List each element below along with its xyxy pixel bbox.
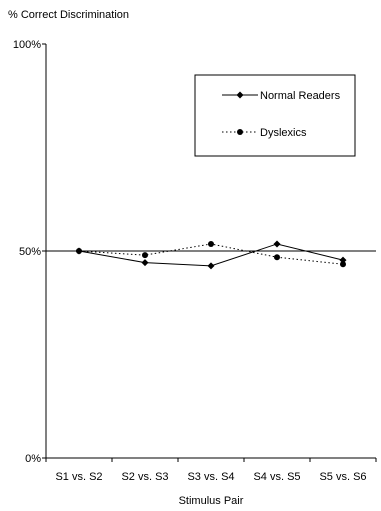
x-tick-label: S4 vs. S5 <box>253 471 300 483</box>
legend-marker <box>237 129 243 135</box>
legend-box <box>194 74 356 157</box>
data-point-normal-readers <box>141 259 149 267</box>
x-tick-label: S3 vs. S4 <box>187 471 234 483</box>
data-point-dyslexics <box>274 254 280 261</box>
legend-item-dyslexics: Dyslexics <box>222 127 307 139</box>
data-point-normal-readers <box>207 262 215 270</box>
legend-item-normal-readers: Normal Readers <box>222 90 341 102</box>
series-line-dyslexics <box>78 243 344 265</box>
legend-label: Dyslexics <box>260 127 307 139</box>
y-tick-label: 100% <box>13 39 41 51</box>
series-dyslexics <box>76 240 346 268</box>
series-layer <box>75 240 347 270</box>
y-tick-label: 0% <box>25 453 41 465</box>
y-axis: 0% 50% 100% <box>13 39 47 465</box>
x-axis-label: Stimulus Pair <box>179 495 244 507</box>
data-point-dyslexics <box>76 248 82 254</box>
legend: Normal Readers Dyslexics <box>194 74 356 157</box>
x-tick-label: S5 vs. S6 <box>319 471 366 483</box>
data-point-dyslexics <box>142 252 148 259</box>
data-point-dyslexics <box>208 240 214 247</box>
x-axis: S1 vs. S2 S2 vs. S3 S3 vs. S4 S4 vs. S5 S5 v… <box>45 457 377 483</box>
x-tick-label: S1 vs. S2 <box>55 471 102 483</box>
data-point-normal-readers <box>273 240 281 248</box>
data-point-dyslexics <box>340 261 346 268</box>
legend-marker <box>236 91 244 99</box>
x-tick-label: S2 vs. S3 <box>121 471 168 483</box>
legend-label: Normal Readers <box>260 90 341 102</box>
y-axis-label: % Correct Discrimination <box>8 9 129 21</box>
y-tick-label: 50% <box>19 246 41 258</box>
